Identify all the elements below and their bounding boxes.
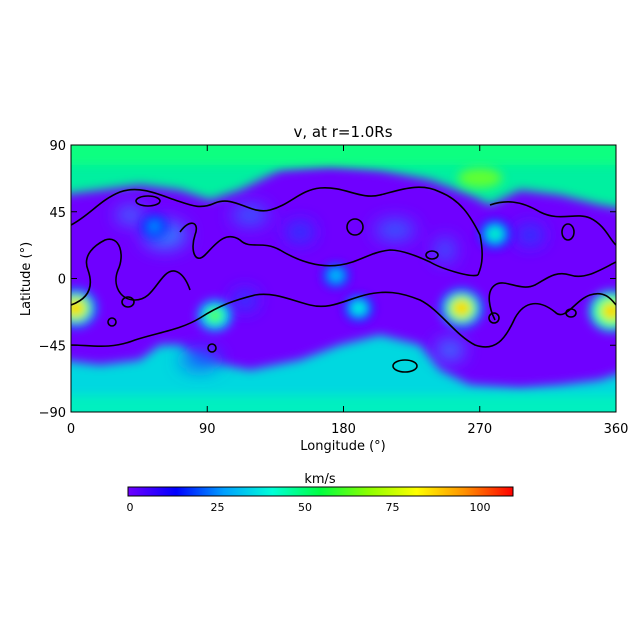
heatmap-plot — [71, 145, 616, 412]
x-tick-label: 90 — [199, 422, 216, 437]
chart-title: v, at r=1.0Rs — [293, 123, 392, 141]
hot-spot — [589, 291, 616, 332]
contour-loop-2 — [346, 218, 364, 236]
contour-loop-3 — [392, 359, 418, 373]
contour-loop-8 — [425, 250, 439, 260]
colorbar-tick-label: 100 — [470, 501, 491, 514]
colorbar-label: km/s — [304, 472, 336, 487]
contour-east-2 — [488, 261, 616, 321]
contour-loop-7 — [561, 223, 575, 241]
x-axis-ticks: 0 90 180 270 360 — [67, 145, 629, 437]
x-tick-label: 180 — [331, 422, 356, 437]
hot-spot — [197, 299, 233, 332]
x-tick-label: 270 — [467, 422, 492, 437]
heatmap-south-cap — [71, 395, 616, 412]
x-tick-label: 0 — [67, 422, 75, 437]
contour-loop-9 — [565, 308, 577, 318]
y-axis-ticks: 90 45 0 −45 −90 — [39, 139, 616, 421]
colorbar-ticks: 0 25 50 75 100 — [127, 501, 491, 514]
y-tick-label: 0 — [58, 273, 66, 288]
y-tick-label: 90 — [49, 139, 66, 154]
colorbar-tick-label: 50 — [298, 501, 312, 514]
y-axis-label: Latitude (°) — [19, 242, 34, 316]
hot-spot — [141, 214, 168, 239]
hot-spot — [478, 219, 511, 249]
hot-spot — [343, 294, 374, 322]
contour-loop-10 — [107, 317, 117, 327]
colorbar — [127, 486, 514, 497]
contour-loop-5 — [121, 296, 135, 308]
y-tick-label: 45 — [49, 206, 66, 221]
contour-south — [71, 291, 616, 348]
hot-spot — [440, 288, 483, 328]
hot-spot — [322, 263, 350, 288]
contour-loop-4 — [207, 343, 217, 353]
colorbar-tick-label: 75 — [386, 501, 400, 514]
hot-spot — [71, 288, 97, 328]
contour-loop-1 — [135, 195, 161, 207]
y-tick-label: −45 — [39, 339, 66, 354]
x-tick-label: 360 — [604, 422, 629, 437]
contour-west — [71, 238, 191, 306]
y-tick-label: −90 — [39, 406, 66, 421]
contour-north-2 — [179, 222, 479, 277]
contour-lines — [71, 186, 616, 373]
colorbar-tick-label: 25 — [211, 501, 225, 514]
contour-north — [71, 186, 483, 276]
x-axis-label: Longitude (°) — [300, 439, 385, 454]
heatmap-hot-spots — [71, 214, 616, 332]
heatmap-south-band — [71, 335, 616, 412]
contour-east — [489, 201, 616, 246]
heatmap-north-blob — [458, 168, 502, 188]
contour-loop-6 — [488, 312, 500, 324]
colorbar-tick-label: 0 — [127, 501, 134, 514]
